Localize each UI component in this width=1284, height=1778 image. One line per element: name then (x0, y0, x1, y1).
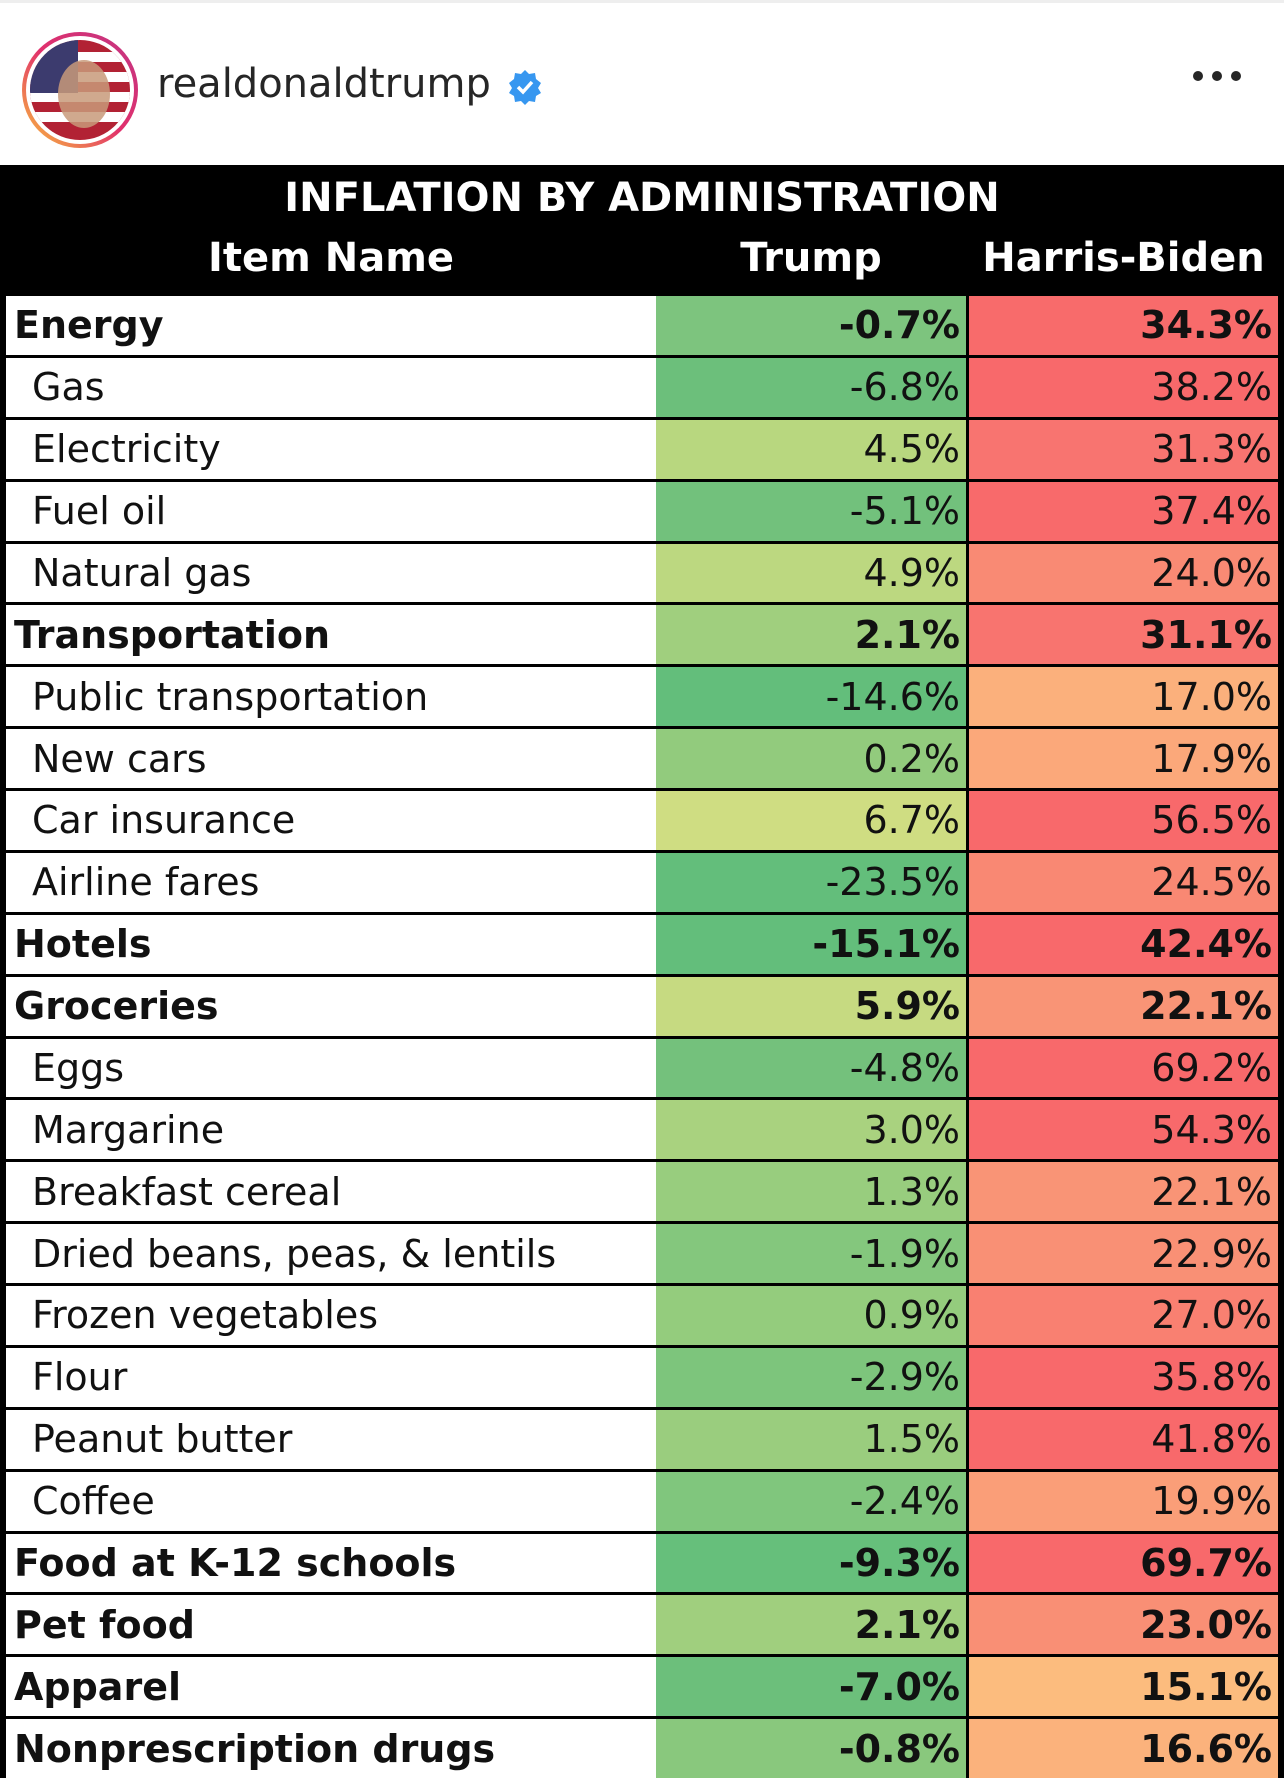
username[interactable]: realdonaldtrump (157, 61, 491, 107)
value-cell: 24.5% (969, 852, 1278, 912)
value-cell: 22.9% (969, 1224, 1278, 1283)
value-cell: 17.9% (969, 729, 1278, 788)
value-cell: 17.0% (969, 667, 1278, 727)
value-cell: -4.8% (656, 1038, 966, 1098)
item-name: Gas (6, 357, 656, 417)
value-cell: 35.8% (969, 1347, 1278, 1407)
item-name: Transportation (6, 605, 656, 665)
verified-badge (509, 70, 541, 105)
value-cell: 42.4% (969, 914, 1278, 974)
value-cell: 6.7% (656, 791, 966, 850)
item-name: Flour (6, 1347, 656, 1407)
value-cell: 37.4% (969, 481, 1278, 541)
value-cell: 2.1% (656, 605, 966, 665)
value-cell: 56.5% (969, 791, 1278, 850)
item-name: Margarine (6, 1100, 656, 1160)
item-name: Eggs (6, 1038, 656, 1098)
value-cell: 0.9% (656, 1286, 966, 1345)
item-name: Coffee (6, 1471, 656, 1531)
item-name: Energy (6, 296, 656, 355)
item-name: Hotels (6, 914, 656, 974)
value-cell: 38.2% (969, 357, 1278, 417)
value-cell: 31.1% (969, 605, 1278, 665)
value-cell: 0.2% (656, 729, 966, 788)
item-name: Nonprescription drugs (6, 1719, 656, 1778)
item-name: Airline fares (6, 852, 656, 912)
value-cell: 5.9% (656, 976, 966, 1036)
value-cell: 34.3% (969, 296, 1278, 355)
value-cell: 3.0% (656, 1100, 966, 1160)
column-header: Harris-Biden (982, 235, 1265, 281)
value-cell: 2.1% (656, 1595, 966, 1655)
item-name: Dried beans, peas, & lentils (6, 1224, 656, 1283)
item-name: Peanut butter (6, 1409, 656, 1469)
item-name: Pet food (6, 1595, 656, 1655)
value-cell: 22.1% (969, 976, 1278, 1036)
column-header: Trump (740, 235, 882, 281)
item-name: Natural gas (6, 543, 656, 603)
more-options[interactable] (1192, 69, 1242, 83)
value-cell: 1.5% (656, 1409, 966, 1469)
value-cell: 1.3% (656, 1162, 966, 1222)
value-cell: 27.0% (969, 1286, 1278, 1345)
item-name: Food at K-12 schools (6, 1533, 656, 1593)
value-cell: -0.7% (656, 296, 966, 355)
value-cell: 54.3% (969, 1100, 1278, 1160)
post-header: realdonaldtrump (0, 0, 1284, 165)
value-cell: 23.0% (969, 1595, 1278, 1655)
table-title: INFLATION BY ADMINISTRATION (284, 175, 1000, 221)
item-name: Fuel oil (6, 481, 656, 541)
value-cell: 69.2% (969, 1038, 1278, 1098)
value-cell: -2.9% (656, 1347, 966, 1407)
value-cell: -1.9% (656, 1224, 966, 1283)
item-name: Public transportation (6, 667, 656, 727)
table-header: INFLATION BY ADMINISTRATION Item Name Tru… (0, 165, 1284, 293)
value-cell: -2.4% (656, 1471, 966, 1531)
value-cell: 15.1% (969, 1657, 1278, 1717)
value-cell: 24.0% (969, 543, 1278, 603)
item-name: Breakfast cereal (6, 1162, 656, 1222)
value-cell: -23.5% (656, 852, 966, 912)
item-name: New cars (6, 729, 656, 788)
item-name: Apparel (6, 1657, 656, 1717)
value-cell: 4.9% (656, 543, 966, 603)
value-cell: -6.8% (656, 357, 966, 417)
item-name: Car insurance (6, 791, 656, 850)
value-cell: -5.1% (656, 481, 966, 541)
item-name: Groceries (6, 976, 656, 1036)
avatar[interactable] (20, 30, 140, 150)
value-cell: 4.5% (656, 419, 966, 479)
value-cell: -15.1% (656, 914, 966, 974)
value-cell: 16.6% (969, 1719, 1278, 1778)
value-cell: -9.3% (656, 1533, 966, 1593)
value-cell: 19.9% (969, 1471, 1278, 1531)
value-cell: 69.7% (969, 1533, 1278, 1593)
inflation-table: INFLATION BY ADMINISTRATION Item Name Tru… (0, 165, 1284, 1778)
value-cell: -7.0% (656, 1657, 966, 1717)
value-cell: -0.8% (656, 1719, 966, 1778)
item-name: Electricity (6, 419, 656, 479)
value-cell: 31.3% (969, 419, 1278, 479)
item-name: Frozen vegetables (6, 1286, 656, 1345)
value-cell: 22.1% (969, 1162, 1278, 1222)
value-cell: -14.6% (656, 667, 966, 727)
value-cell: 41.8% (969, 1409, 1278, 1469)
column-header: Item Name (207, 235, 454, 281)
